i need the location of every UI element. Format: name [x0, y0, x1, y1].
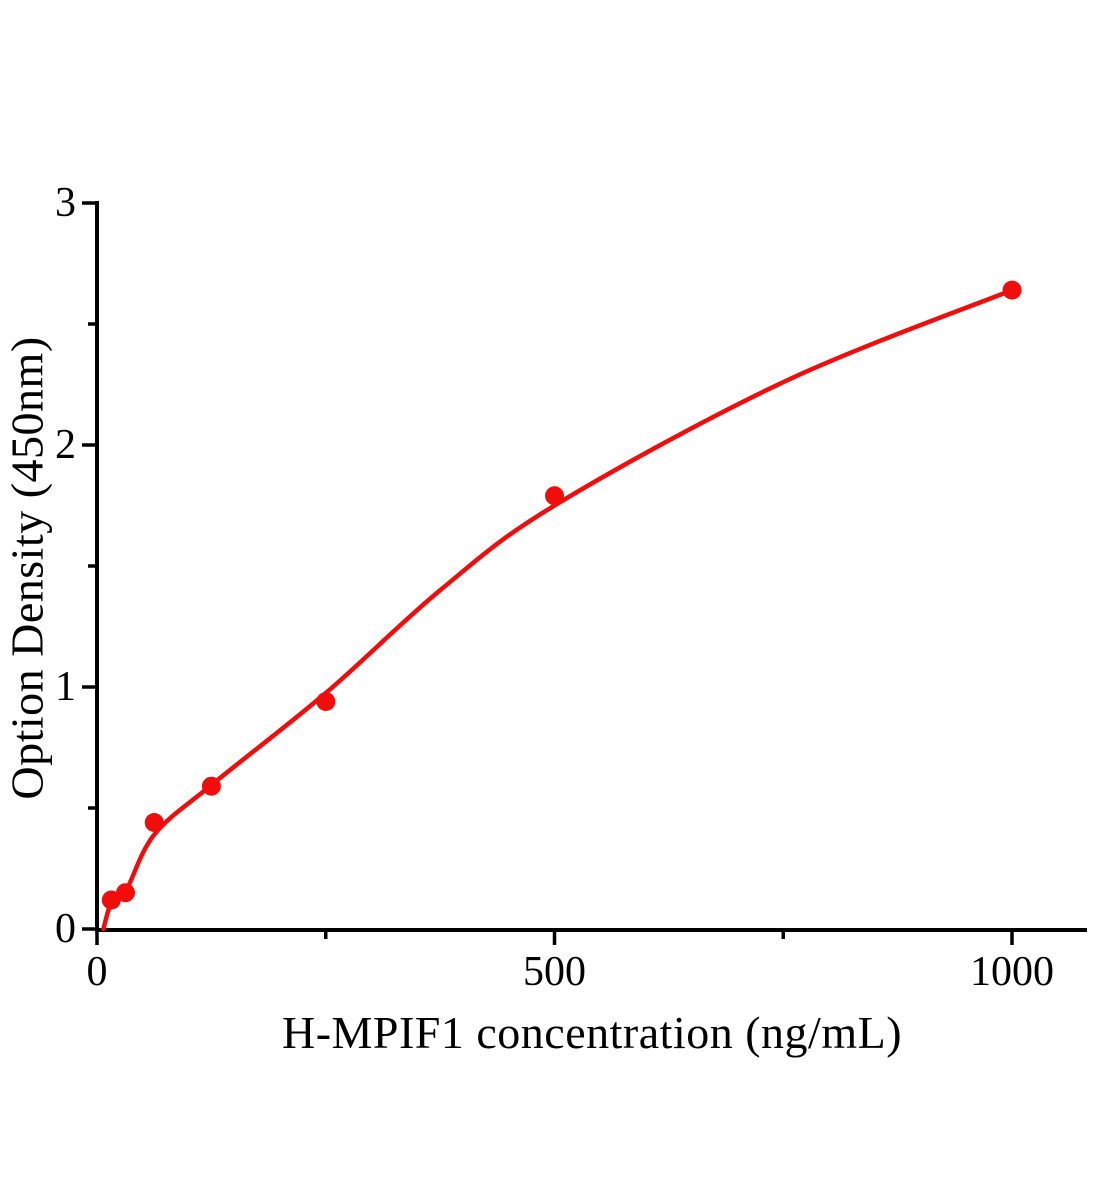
fitted-curve: [101, 287, 1015, 932]
y-tick-label: 2: [55, 422, 76, 468]
data-point: [545, 486, 564, 506]
data-point: [1002, 280, 1022, 300]
data-point: [101, 890, 121, 910]
x-tick-label: 1000: [970, 949, 1054, 995]
x-axis-title: H-MPIF1 concentration (ng/mL): [281, 1007, 903, 1058]
x-tick-label: 500: [523, 949, 586, 995]
data-point: [144, 813, 164, 832]
y-tick-label: 3: [55, 180, 76, 226]
y-tick-label: 0: [55, 906, 76, 952]
data-point: [201, 776, 221, 796]
y-tick-label: 1: [55, 664, 76, 710]
data-point: [116, 883, 135, 903]
y-axis-title: Option Density (450nm): [1, 336, 53, 800]
x-tick-label: 0: [87, 949, 108, 995]
data-point: [316, 692, 336, 711]
